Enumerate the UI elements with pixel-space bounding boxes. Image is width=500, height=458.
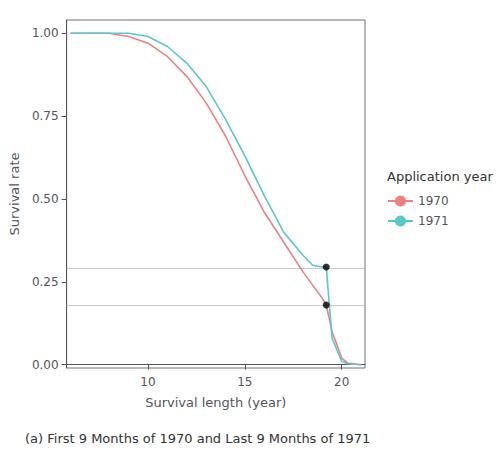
svg-text:1.00: 1.00	[32, 26, 59, 40]
svg-text:20: 20	[334, 375, 349, 389]
svg-text:0.25: 0.25	[32, 275, 59, 289]
svg-text:15: 15	[237, 375, 252, 389]
svg-text:1971: 1971	[418, 214, 449, 228]
svg-text:Survival rate: Survival rate	[7, 153, 22, 236]
svg-text:Application year: Application year	[387, 169, 493, 184]
svg-text:0.00: 0.00	[32, 358, 59, 372]
svg-text:0.50: 0.50	[32, 192, 59, 206]
svg-text:(a) First 9 Months of 1970 and: (a) First 9 Months of 1970 and Last 9 Mo…	[25, 431, 370, 446]
svg-text:10: 10	[140, 375, 155, 389]
svg-text:0.75: 0.75	[32, 109, 59, 123]
svg-text:1970: 1970	[418, 194, 449, 208]
svg-text:Survival length (year): Survival length (year)	[145, 395, 286, 410]
